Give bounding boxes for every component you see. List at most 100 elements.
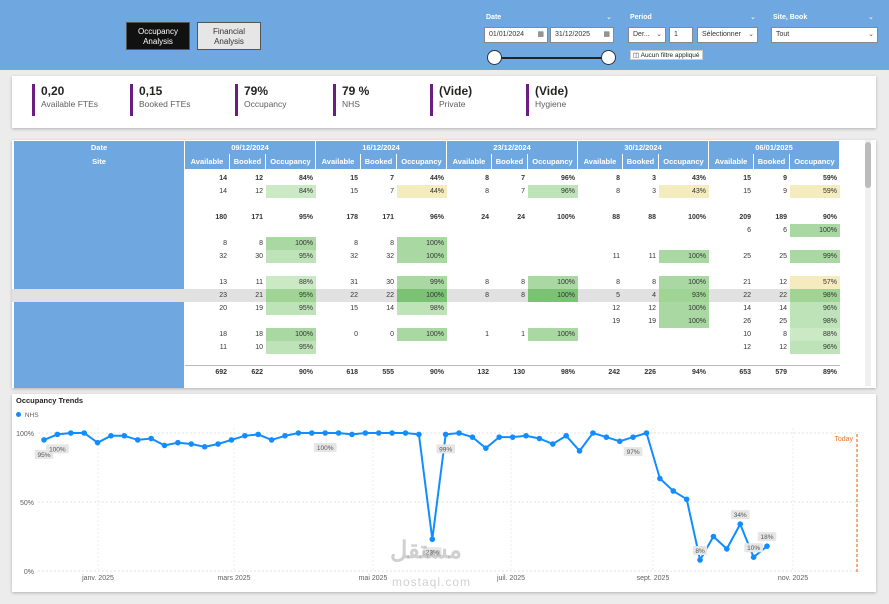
chevron-down-icon[interactable]: ⌄ [750,14,756,21]
subcolumn-header: Booked [623,154,659,169]
table-cell [659,237,709,250]
date-slider-end-handle[interactable] [601,50,616,65]
table-cell: 24 [517,214,525,221]
table-cell [578,237,623,250]
data-point [469,434,476,440]
table-scrollbar[interactable] [865,140,871,386]
subcolumn-header: Occupancy [790,154,840,169]
data-point [161,442,168,449]
kpi-value: 0,15 [139,84,163,98]
data-point [81,430,87,436]
data-label-bg [45,444,69,454]
table-cell: 100% [266,328,316,341]
data-point [295,430,302,436]
week-header: 06/01/2025 [709,141,840,154]
data-point [670,488,677,494]
total-cell: 226 [623,366,659,379]
date-start-input[interactable]: 01/01/2024 ▦ [484,27,548,43]
total-cell: 90% [397,366,447,379]
total-cell: 622 [230,366,266,379]
table-cell [397,263,447,276]
data-label: 99% [439,446,452,453]
subcolumn-header: Booked [361,154,397,169]
table-cell [361,341,397,354]
date-slider-track[interactable] [494,57,608,59]
table-cell: 171 [382,214,394,221]
data-point [590,430,596,436]
table-cell: 22 [779,292,787,299]
kpi-label: Booked FTEs [139,99,191,109]
table-cell: 22 [350,292,358,299]
table-cell [492,302,528,315]
kpi-panel: 0,20 Available FTEs 0,15 Booked FTEs 79%… [12,76,876,128]
table-cell: 32 [386,253,394,260]
data-point [683,496,690,503]
date-end-input[interactable]: 31/12/2025 ▦ [550,27,614,43]
data-point [228,437,235,443]
y-tick-label: 0% [24,569,34,576]
total-cell: 90% [266,366,316,379]
kpi-booked-ftes: 0,15 Booked FTEs [130,84,191,116]
table-cell: 6 [747,227,751,234]
table-cell [492,237,528,250]
date-slider-start-handle[interactable] [487,50,502,65]
occupancy-analysis-button[interactable]: Occupancy Analysis [126,22,190,50]
table-cell [266,315,316,328]
chevron-down-icon[interactable]: ⌄ [868,14,874,21]
site-book-select[interactable]: Tout ⌄ [771,27,878,43]
date-end-value: 31/12/2025 [555,31,591,38]
table-cell: 22 [743,292,751,299]
table-cell: 8 [616,175,620,182]
data-point [175,439,181,446]
table-cell: 32 [219,253,227,260]
table-cell [185,315,230,328]
total-cell: 692 [185,366,230,379]
filter-icon: ◫ [633,52,640,59]
table-cell: 11 [648,253,656,260]
table-cell: 8 [521,292,525,299]
data-point [94,439,101,446]
total-cell: 132 [447,366,492,379]
kpi-private: (Vide) Private [430,84,472,116]
table-cell [528,250,578,263]
table-cell [790,198,840,211]
chevron-down-icon[interactable]: ⌄ [606,14,612,21]
period-mode-select[interactable]: Der... ⌄ [628,27,666,43]
table-cell: 15 [350,305,358,312]
table-cell [528,302,578,315]
table-cell: 57% [790,276,840,289]
table-cell: 6 [783,227,787,234]
table-cell [447,198,492,211]
calendar-icon[interactable]: ▦ [537,31,544,38]
calendar-icon[interactable]: ▦ [603,31,610,38]
subcolumn-header: Occupancy [659,154,709,169]
table-cell: 100% [659,276,709,289]
table-cell [623,224,659,237]
data-point [630,434,636,440]
table-cell: 100% [659,302,709,315]
period-unit-select[interactable]: Sélectionner ⌄ [697,27,758,43]
table-cell: 95% [266,250,316,263]
data-label-bg [313,443,337,452]
site-column [14,169,184,388]
table-cell: 12 [612,305,620,312]
chevron-down-icon: ⌄ [868,31,874,38]
table-scroll-thumb[interactable] [865,142,871,188]
kpi-value: 79% [244,84,269,98]
table-cell: 98% [790,289,840,302]
table-cell: 8 [521,279,525,286]
kpi-occupancy: 79% Occupancy [235,84,287,116]
table-cell [659,224,709,237]
financial-analysis-button[interactable]: Financial Analysis [197,22,261,50]
table-cell: 8 [485,292,489,299]
table-cell [447,250,492,263]
period-count-input[interactable]: 1 [669,27,693,43]
table-cell [623,328,659,341]
data-point [362,430,369,436]
table-cell [185,224,230,237]
table-cell: 90% [822,214,837,221]
table-cell [528,237,578,250]
table-cell: 7 [521,175,525,182]
week-header: 30/12/2024 [578,141,709,154]
table-cell: 98% [397,302,447,315]
